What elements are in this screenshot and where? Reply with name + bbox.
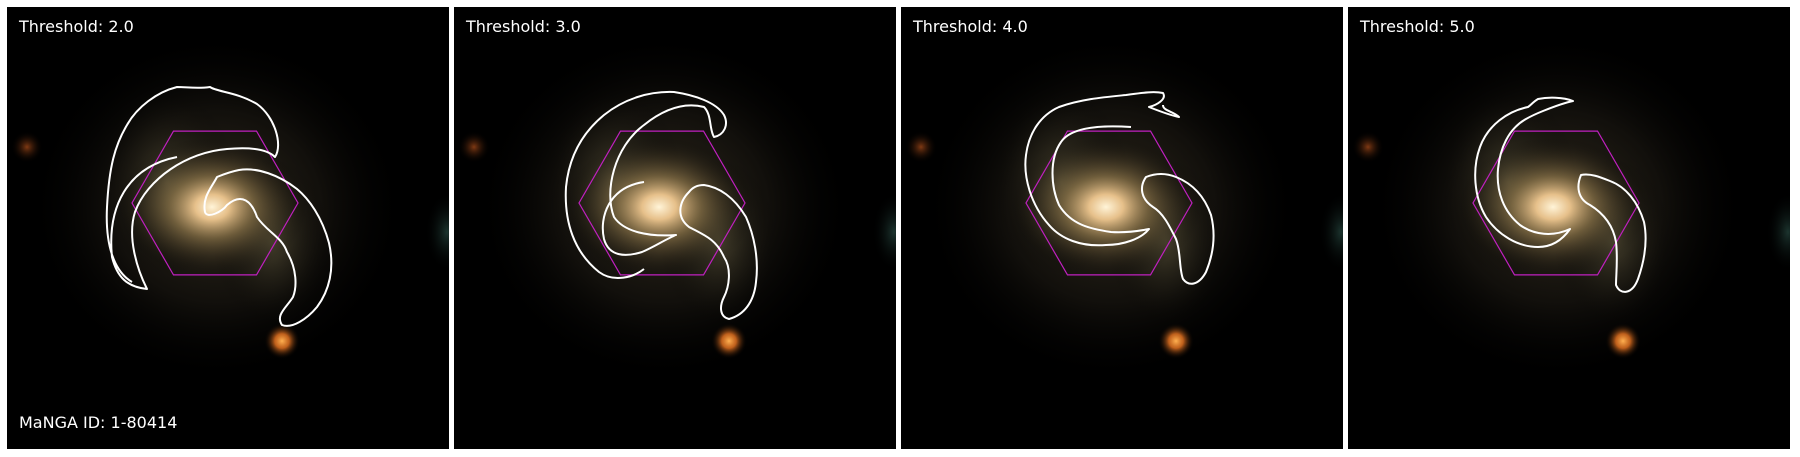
spiral-arm-contour-2 <box>203 168 333 327</box>
threshold-label: Threshold: 5.0 <box>1359 17 1475 36</box>
ifu-hexagon-outline <box>1472 130 1640 276</box>
spiral-arm-contour-1 <box>105 86 280 290</box>
threshold-label: Threshold: 4.0 <box>912 17 1028 36</box>
spiral-arm-contour-2 <box>1577 173 1647 293</box>
threshold-label: Threshold: 2.0 <box>18 17 134 36</box>
spiral-arm-contour-2 <box>679 184 758 320</box>
galaxy-image <box>11 32 449 382</box>
image-panel-1: Threshold: 2.0 MaNGA ID: 1-80414 <box>7 7 449 449</box>
foreground-star <box>1158 323 1194 359</box>
galaxy-image <box>905 32 1343 382</box>
image-panel-3: Threshold: 4.0 <box>901 7 1343 449</box>
spiral-arm-contour-1 <box>1474 96 1574 248</box>
ifu-hexagon-outline <box>578 130 746 276</box>
spiral-arm-contour-1 <box>564 90 727 279</box>
ifu-hexagon-outline <box>131 130 299 276</box>
spiral-arm-contour-1 <box>1024 91 1180 247</box>
spiral-arm-contour-2 <box>1140 173 1215 285</box>
foreground-star <box>264 323 300 359</box>
image-panel-2: Threshold: 3.0 <box>454 7 896 449</box>
foreground-star <box>711 323 747 359</box>
galaxy-image <box>458 32 896 382</box>
galaxy-id-label: MaNGA ID: 1-80414 <box>19 413 177 432</box>
foreground-star <box>1605 323 1641 359</box>
ifu-hexagon-outline <box>1025 130 1193 276</box>
threshold-label: Threshold: 3.0 <box>465 17 581 36</box>
image-panel-4: Threshold: 5.0 <box>1348 7 1790 449</box>
